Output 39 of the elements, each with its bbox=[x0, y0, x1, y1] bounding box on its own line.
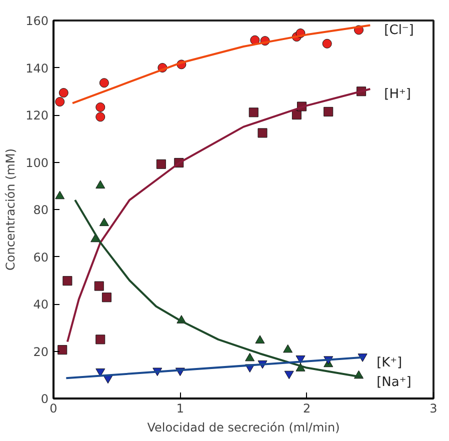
point bbox=[156, 159, 166, 169]
line-series bbox=[66, 88, 372, 343]
x-axis-title: Velocidad de secreción (ml/min) bbox=[147, 420, 340, 434]
point bbox=[58, 88, 68, 98]
series-label: [Na⁺] bbox=[376, 375, 412, 390]
point bbox=[94, 281, 104, 291]
x-tick-label: 3 bbox=[430, 402, 438, 416]
x-tick-label: 0 bbox=[50, 402, 58, 416]
line-series bbox=[72, 24, 372, 104]
series-label: [K⁺] bbox=[376, 355, 402, 370]
point bbox=[324, 106, 334, 116]
x-tick-label: 2 bbox=[303, 402, 311, 416]
point bbox=[96, 368, 106, 377]
line-series bbox=[74, 199, 364, 378]
y-tick-label: 120 bbox=[26, 108, 48, 122]
y-tick-label: 0 bbox=[40, 392, 49, 406]
point bbox=[55, 97, 65, 107]
point bbox=[248, 108, 258, 118]
y-tick-label: 40 bbox=[33, 298, 49, 312]
point bbox=[96, 334, 106, 344]
point bbox=[99, 78, 109, 88]
y-tick-label: 20 bbox=[33, 344, 49, 359]
y-axis-title: Concentración (mM) bbox=[4, 148, 18, 270]
point bbox=[58, 345, 68, 355]
y-tick-label: 60 bbox=[33, 250, 49, 264]
x-tick-label: 1 bbox=[176, 402, 184, 416]
y-tick-label: 140 bbox=[26, 61, 48, 76]
point bbox=[96, 102, 106, 112]
point bbox=[62, 276, 72, 286]
point bbox=[284, 370, 294, 380]
point bbox=[102, 292, 112, 302]
y-tick-label: 80 bbox=[33, 203, 49, 217]
y-tick-label: 100 bbox=[26, 156, 48, 170]
series-label: [Cl⁻] bbox=[384, 23, 414, 38]
point bbox=[258, 128, 268, 138]
y-tick-label: 160 bbox=[26, 14, 48, 28]
point bbox=[96, 112, 106, 122]
series-label: [H⁺] bbox=[384, 87, 411, 102]
point bbox=[322, 38, 332, 48]
